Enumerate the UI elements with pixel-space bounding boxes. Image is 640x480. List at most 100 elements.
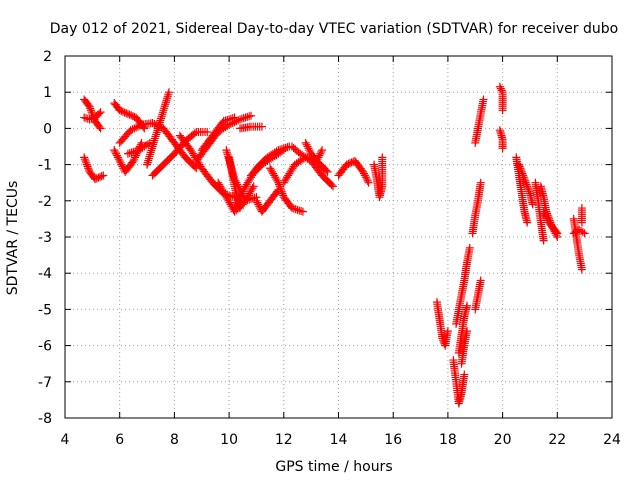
data-point	[515, 162, 524, 171]
data-point	[80, 155, 89, 164]
data-point	[230, 204, 239, 213]
data-point	[465, 243, 474, 252]
data-point	[268, 167, 277, 176]
data-point	[580, 229, 589, 238]
data-point	[524, 185, 533, 194]
data-point	[219, 187, 228, 196]
data-point	[236, 191, 245, 200]
data-point	[164, 90, 173, 99]
data-point	[118, 107, 127, 116]
data-point	[127, 148, 136, 157]
data-point	[543, 214, 552, 223]
data-point	[577, 265, 586, 274]
data-point	[521, 176, 530, 185]
data-point	[317, 147, 326, 156]
data-point	[313, 155, 322, 164]
data-point	[146, 150, 155, 159]
data-point	[248, 184, 257, 193]
data-point	[226, 114, 235, 123]
data-point	[479, 95, 488, 104]
data-point	[144, 154, 153, 163]
data-point	[86, 104, 95, 113]
data-point	[145, 152, 154, 161]
x-tick-label: 6	[115, 432, 124, 448]
data-point	[113, 153, 122, 162]
data-point	[523, 218, 532, 227]
data-point	[297, 207, 306, 216]
data-point	[155, 120, 164, 129]
x-tick-label: 14	[330, 432, 348, 448]
data-point	[120, 108, 129, 117]
data-point	[123, 109, 132, 118]
data-point	[133, 122, 142, 131]
data-point	[249, 182, 258, 191]
data-point	[476, 276, 485, 285]
data-point	[518, 169, 527, 178]
data-point	[302, 140, 311, 149]
y-tick-label: -3	[38, 230, 52, 246]
data-point	[540, 209, 549, 218]
data-point	[132, 123, 141, 132]
data-point	[232, 200, 241, 209]
data-point	[288, 204, 297, 213]
data-point	[305, 146, 314, 155]
data-point	[291, 205, 300, 214]
data-point	[521, 178, 530, 187]
data-point	[539, 207, 548, 216]
data-point	[541, 211, 550, 220]
data-point	[233, 198, 242, 207]
data-point	[316, 149, 325, 158]
data-point	[255, 202, 264, 211]
data-point	[495, 82, 504, 91]
data-point	[360, 169, 369, 178]
data-point	[276, 184, 285, 193]
data-point	[277, 187, 286, 196]
data-point	[135, 121, 144, 130]
data-point	[240, 184, 249, 193]
data-point	[157, 114, 166, 123]
data-point	[203, 128, 212, 137]
data-point	[239, 114, 248, 123]
data-point	[235, 194, 244, 203]
data-point	[128, 125, 137, 134]
data-point	[152, 128, 161, 137]
data-point	[253, 198, 262, 207]
data-point	[517, 166, 526, 175]
x-tick-label: 4	[61, 432, 70, 448]
data-point	[112, 149, 121, 158]
data-point	[241, 113, 250, 122]
data-point	[323, 167, 332, 176]
data-point	[239, 185, 248, 194]
data-point	[360, 171, 369, 180]
data-point	[214, 178, 223, 187]
data-point	[133, 146, 142, 155]
data-point	[128, 112, 137, 121]
x-tick-label: 20	[494, 432, 512, 448]
data-point	[123, 149, 132, 158]
data-point	[80, 153, 89, 162]
data-point	[359, 167, 368, 176]
data-point	[128, 158, 137, 167]
data-point	[111, 147, 120, 156]
data-point	[463, 327, 472, 336]
chart-title: Day 012 of 2021, Sidereal Day-to-day VTE…	[50, 21, 618, 37]
data-point	[151, 132, 160, 141]
y-tick-label: 2	[43, 49, 52, 65]
data-point	[110, 146, 119, 155]
data-point	[230, 113, 239, 122]
data-point	[237, 189, 246, 198]
y-tick-label: -8	[38, 411, 52, 427]
data-point	[150, 136, 159, 145]
data-point	[278, 189, 287, 198]
data-point	[318, 146, 327, 155]
x-tick-label: 22	[548, 432, 566, 448]
x-tick-labels: 4 6 8 10 12 14 16 18 20 22 24	[61, 432, 621, 448]
data-point	[156, 116, 165, 125]
data-point	[147, 146, 156, 155]
data-point	[127, 111, 136, 120]
data-point	[221, 116, 230, 125]
data-point	[190, 129, 199, 138]
data-point	[163, 92, 172, 101]
data-point	[223, 194, 232, 203]
data-point	[245, 195, 254, 204]
